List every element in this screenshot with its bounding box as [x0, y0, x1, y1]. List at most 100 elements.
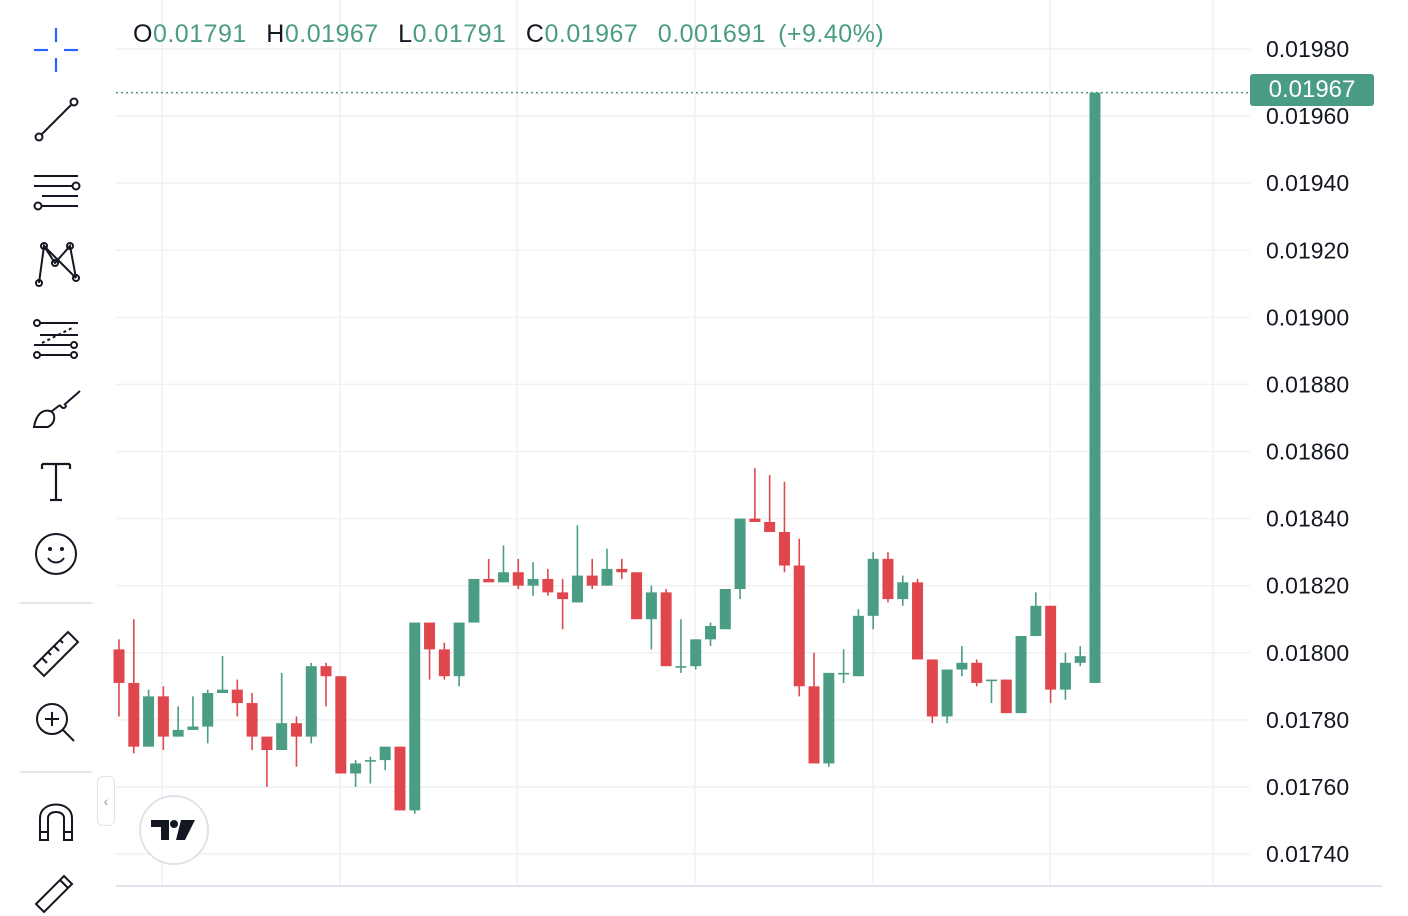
candle: [364, 756, 376, 784]
candle: [838, 649, 850, 683]
candle: [882, 552, 894, 603]
candle-body: [290, 723, 302, 737]
price-tick-label: 0.01740: [1266, 841, 1349, 867]
candle-body: [276, 723, 288, 751]
candle-body: [985, 679, 997, 682]
price-tick-label: 0.01820: [1266, 573, 1349, 599]
text-tool[interactable]: [30, 456, 82, 508]
candle: [453, 622, 465, 687]
candle: [143, 689, 155, 747]
candle-body: [1000, 679, 1012, 714]
candle-body: [217, 689, 229, 694]
high-value: 0.01967: [284, 20, 379, 48]
magnet-icon: [39, 803, 73, 841]
candle-body: [793, 565, 805, 687]
candle: [586, 558, 598, 590]
pencil-tool[interactable]: [30, 864, 82, 916]
candle-body: [941, 669, 953, 717]
candle-body: [320, 666, 332, 677]
candle-body: [187, 726, 199, 730]
candle-body: [912, 582, 924, 660]
candle-body: [157, 696, 169, 737]
candle: [157, 686, 169, 751]
candle: [290, 716, 302, 767]
candle: [409, 622, 421, 814]
candle: [350, 760, 362, 787]
brush-tool[interactable]: [30, 385, 82, 437]
candle-body: [838, 672, 850, 675]
candle: [660, 589, 672, 667]
tradingview-logo[interactable]: [139, 795, 209, 865]
magnet-tool[interactable]: [30, 796, 82, 848]
candle: [956, 646, 968, 677]
price-tick-label: 0.01800: [1266, 640, 1349, 666]
candle-body: [261, 736, 273, 751]
candle-body: [690, 639, 702, 667]
crosshair-tool[interactable]: [30, 24, 82, 76]
high-label: H: [266, 20, 285, 48]
candle: [335, 676, 347, 774]
candle: [305, 662, 317, 744]
change-percent: (+9.40%): [778, 20, 885, 48]
candle-body: [438, 649, 450, 677]
candle: [217, 656, 229, 694]
candle: [1059, 652, 1071, 700]
candle: [764, 474, 776, 533]
candle-body: [557, 592, 569, 600]
candle: [172, 706, 184, 737]
candle-body: [468, 578, 480, 623]
candle-body: [527, 578, 539, 586]
price-tick-label: 0.01940: [1266, 170, 1349, 196]
price-tick-label: 0.01960: [1266, 103, 1349, 129]
candle: [379, 746, 391, 771]
tradingview-logo-icon: [151, 820, 195, 840]
price-axis: 0.01980 0.01960 0.01940 0.01920 0.01900 0.018…: [116, 36, 1382, 887]
candle-body: [305, 666, 317, 737]
text-icon: [40, 462, 72, 502]
candle-body: [113, 649, 125, 683]
candle-body: [1045, 605, 1057, 690]
candle-body: [1030, 605, 1042, 636]
candle-body: [764, 521, 776, 533]
candle: [971, 659, 983, 687]
candle-body: [231, 689, 243, 704]
candle-body: [128, 682, 140, 747]
emoji-tool[interactable]: [30, 528, 82, 580]
price-tick-label: 0.01880: [1266, 371, 1349, 397]
zoom-in-tool[interactable]: [30, 695, 82, 747]
fib-retracement-tool[interactable]: [30, 313, 82, 365]
collapse-toolbar-button[interactable]: ‹: [97, 776, 115, 826]
change-value: 0.001691: [657, 20, 767, 48]
candle: [246, 693, 258, 751]
candle-body: [394, 746, 406, 811]
candle-body: [601, 568, 613, 586]
candles: [113, 92, 1101, 814]
ruler-tool[interactable]: [30, 626, 82, 678]
candle: [749, 468, 761, 522]
horizontal-lines-tool[interactable]: [30, 166, 82, 218]
price-tick-label: 0.01900: [1266, 304, 1349, 330]
candle: [719, 589, 731, 630]
trend-line-tool[interactable]: [30, 94, 82, 146]
candle-body: [409, 622, 421, 811]
candle: [542, 568, 554, 596]
candle-body: [719, 589, 731, 630]
candle-body: [897, 582, 909, 600]
candle: [852, 609, 864, 677]
candle-body: [645, 592, 657, 620]
grid: [116, 0, 1250, 886]
candle: [926, 659, 938, 724]
candle: [690, 639, 702, 670]
pattern-tool[interactable]: [30, 238, 82, 290]
price-tick-label: 0.01840: [1266, 506, 1349, 532]
candle: [601, 548, 613, 586]
price-tick-label: 0.01780: [1266, 707, 1349, 733]
candle-body: [497, 572, 509, 583]
candle: [1015, 635, 1027, 714]
price-tick-label: 0.01980: [1266, 36, 1349, 62]
price-tick-label: 0.01920: [1266, 237, 1349, 263]
candle-body: [202, 693, 214, 727]
close-label: C: [525, 20, 545, 48]
candle-body: [823, 672, 835, 764]
